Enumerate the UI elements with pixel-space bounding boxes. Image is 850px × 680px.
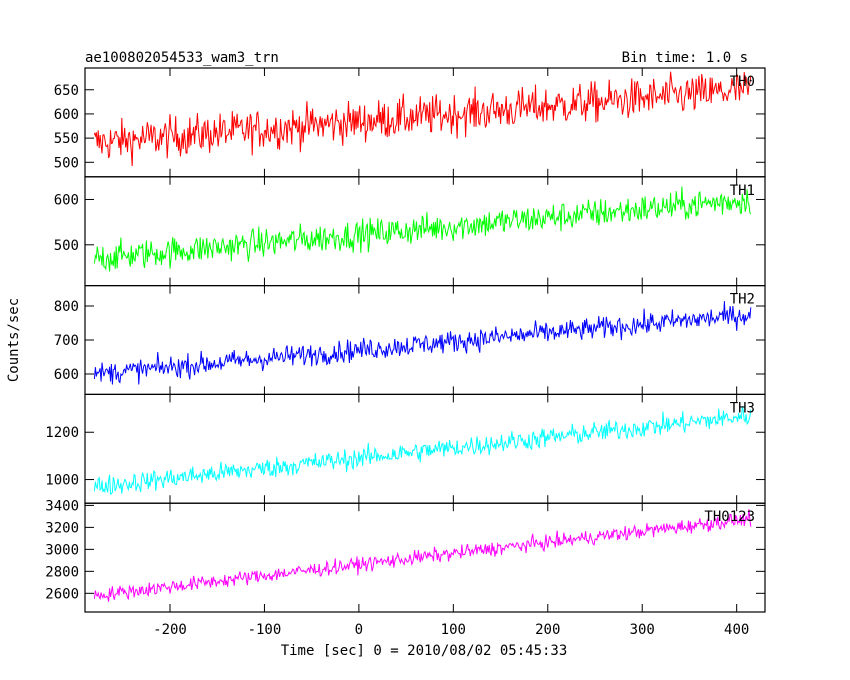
series-th0	[93, 71, 752, 167]
panel-label: TH2	[730, 292, 755, 308]
y-tick-label: 1000	[45, 473, 79, 489]
y-tick-label: 3400	[45, 498, 79, 514]
y-tick-label: 700	[54, 333, 79, 349]
panel-th1: 500 600 TH1	[54, 176, 766, 287]
panel-label: TH0123	[704, 509, 755, 525]
panel-th0: 500 550 600 650 TH0	[54, 67, 766, 178]
panel-label: TH3	[730, 400, 755, 416]
chart-title: ae100802054533_wam3_trn	[85, 50, 279, 66]
x-tick-label: 100	[441, 622, 466, 638]
series-th3	[93, 406, 752, 495]
panel-th3: 1000 1200 TH3	[45, 393, 766, 504]
y-tick-label: 550	[54, 131, 79, 147]
panel-frame	[84, 393, 766, 504]
panel-th0123: 2600 2800 3000 3200 3400 TH0123	[45, 498, 766, 613]
panel-frame	[84, 502, 766, 613]
panel-frame	[84, 67, 766, 178]
y-tick-label: 800	[54, 299, 79, 315]
y-tick-label: 3000	[45, 542, 79, 558]
series-th2	[93, 301, 752, 385]
y-tick-label: 600	[54, 192, 79, 208]
y-tick-label: 650	[54, 83, 79, 99]
panel-th2: 600 700 800 TH2	[54, 285, 766, 396]
y-tick-label: 3200	[45, 520, 79, 536]
panel-label: TH1	[730, 183, 755, 199]
x-tick-label: -200	[153, 622, 187, 638]
y-tick-label: 500	[54, 155, 79, 171]
y-tick-label: 600	[54, 367, 79, 383]
panel-label: TH0	[730, 74, 755, 90]
y-tick-label: 600	[54, 107, 79, 123]
series-th0123	[93, 509, 752, 602]
x-tick-label: 0	[355, 622, 363, 638]
y-tick-label: 500	[54, 238, 79, 254]
x-tick-label: 300	[630, 622, 655, 638]
x-tick-label: -100	[248, 622, 282, 638]
y-axis-label: Counts/sec	[6, 298, 22, 382]
bin-time-label: Bin time: 1.0 s	[622, 50, 748, 66]
series-th1	[93, 186, 752, 272]
x-axis-label: Time [sec] 0 = 2010/08/02 05:45:33	[281, 643, 568, 659]
x-tick-label: 400	[724, 622, 749, 638]
x-tick-label: 200	[535, 622, 560, 638]
y-tick-label: 1200	[45, 425, 79, 441]
y-tick-label: 2800	[45, 564, 79, 580]
y-tick-label: 2600	[45, 586, 79, 602]
